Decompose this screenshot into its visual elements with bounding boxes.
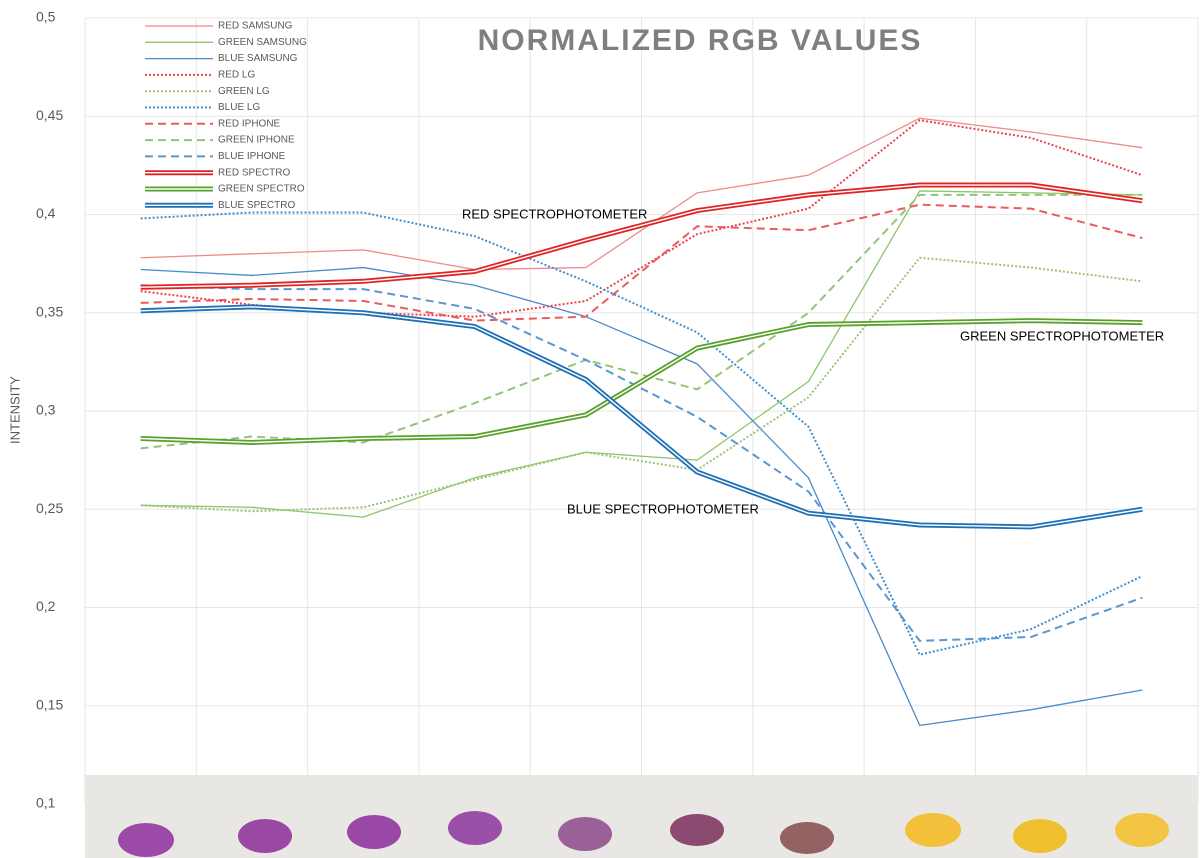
sample-dot [448, 811, 502, 845]
sample-dot [238, 819, 292, 853]
series-line [140, 266, 1143, 727]
series-line [140, 203, 1143, 322]
sample-dot [1115, 813, 1169, 847]
legend-label: GREEN SPECTRO [218, 184, 305, 195]
annotation: GREEN SPECTROPHOTOMETER [960, 328, 1164, 343]
legend-label: BLUE SAMSUNG [218, 53, 298, 64]
y-tick-label: 0,15 [36, 696, 63, 712]
series-line [140, 119, 1143, 318]
legend-label: GREEN SAMSUNG [218, 37, 307, 48]
legend-label: GREEN LG [218, 86, 270, 97]
y-tick-label: 0,3 [36, 402, 56, 418]
series-line-inner [140, 306, 1143, 528]
sample-dot [347, 815, 401, 849]
sample-dot [780, 822, 834, 854]
legend-label: GREEN IPHONE [218, 135, 295, 146]
annotation: BLUE SPECTROPHOTOMETER [567, 501, 759, 516]
series-line-inner [140, 184, 1143, 288]
series-line [140, 256, 1143, 513]
sample-dot [905, 813, 961, 847]
y-tick-label: 0,4 [36, 205, 56, 221]
y-tick-label: 0,45 [36, 107, 63, 123]
sample-dot [118, 823, 174, 857]
sample-dot [1013, 819, 1067, 853]
y-tick-label: 0,2 [36, 598, 56, 614]
legend-label: RED LG [218, 70, 255, 81]
legend-label: RED IPHONE [218, 118, 281, 129]
series-line [140, 211, 1143, 656]
series-line [140, 193, 1143, 450]
y-tick-label: 0,1 [36, 795, 56, 811]
legend-label: BLUE SPECTRO [218, 200, 295, 211]
sample-dot [670, 814, 724, 846]
series-line-inner [140, 319, 1143, 444]
y-tick-label: 0,5 [36, 9, 56, 25]
series-line [140, 117, 1143, 271]
y-tick-label: 0,25 [36, 500, 63, 516]
y-tick-label: 0,35 [36, 303, 63, 319]
series-line [140, 190, 1143, 518]
legend-label: RED SPECTRO [218, 167, 290, 178]
legend-label: BLUE LG [218, 102, 260, 113]
legend-label: RED SAMSUNG [218, 21, 293, 32]
legend-label: BLUE IPHONE [218, 151, 286, 162]
y-axis-label: INTENSITY [7, 376, 22, 444]
annotation: RED SPECTROPHOTOMETER [462, 206, 647, 221]
sample-dot [558, 817, 612, 851]
chart-title: NORMALIZED RGB VALUES [478, 24, 923, 57]
series-line [140, 284, 1143, 642]
photo-strip [85, 775, 1198, 858]
